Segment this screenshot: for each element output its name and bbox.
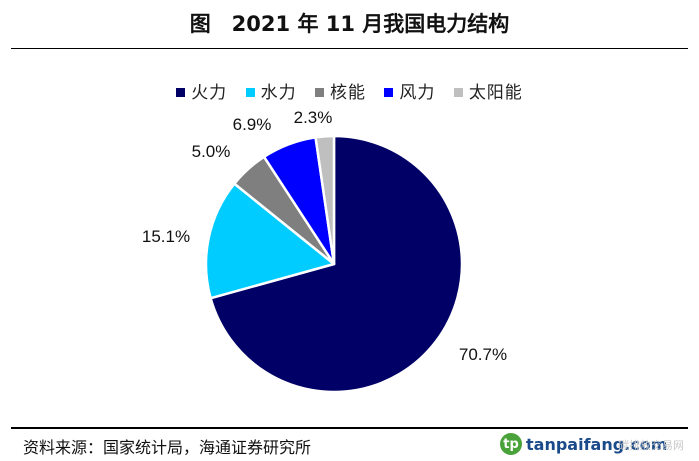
legend-swatch — [245, 88, 255, 97]
data-label-solar: 2.3% — [294, 108, 333, 127]
data-label-hydro: 15.1% — [142, 227, 190, 246]
legend-item-wind: 风力 — [384, 78, 435, 103]
legend-label: 核能 — [330, 83, 366, 103]
legend-item-nuclear: 核能 — [315, 78, 366, 103]
legend-item-solar: 太阳能 — [453, 78, 523, 103]
data-label-nuclear: 5.0% — [192, 142, 231, 161]
pie-slice-hydro — [204, 182, 336, 300]
chart-title: 图 2021 年 11 月我国电力结构 — [189, 12, 510, 36]
brand-name: tanpaifang.com — [526, 434, 668, 454]
data-label-wind: 6.9% — [233, 115, 272, 134]
pie-labels: 70.7% 15.1% 5.0%6.9% 2.3% — [142, 108, 507, 364]
legend-label: 太阳能 — [468, 83, 523, 103]
legend: 火力 水力 核能 风力 太阳能 — [0, 78, 699, 103]
legend-swatch — [384, 88, 394, 97]
footer-rule — [11, 427, 688, 429]
legend-label: 火力 — [191, 83, 228, 103]
legend-item-hydro: 水力 — [245, 78, 297, 103]
pie-slices — [204, 134, 464, 394]
source-note: 资料来源：国家统计局，海通证券研究所 — [23, 438, 312, 457]
data-label-thermal: 70.7% — [459, 345, 507, 364]
watermark: 碳排放交易网 — [618, 439, 684, 452]
title-rule — [11, 48, 688, 49]
brand-logo-icon: tp — [500, 433, 522, 455]
legend-swatch — [315, 88, 324, 97]
legend-swatch — [453, 88, 463, 97]
pie-slice-thermal — [209, 134, 464, 394]
legend-label: 水力 — [260, 83, 297, 103]
legend-item-thermal: 火力 — [176, 78, 227, 103]
legend-label: 风力 — [399, 83, 436, 103]
legend-swatch — [176, 88, 186, 97]
pie-slice-solar — [314, 134, 336, 266]
brand[interactable]: tp tanpaifang.com — [500, 431, 667, 457]
